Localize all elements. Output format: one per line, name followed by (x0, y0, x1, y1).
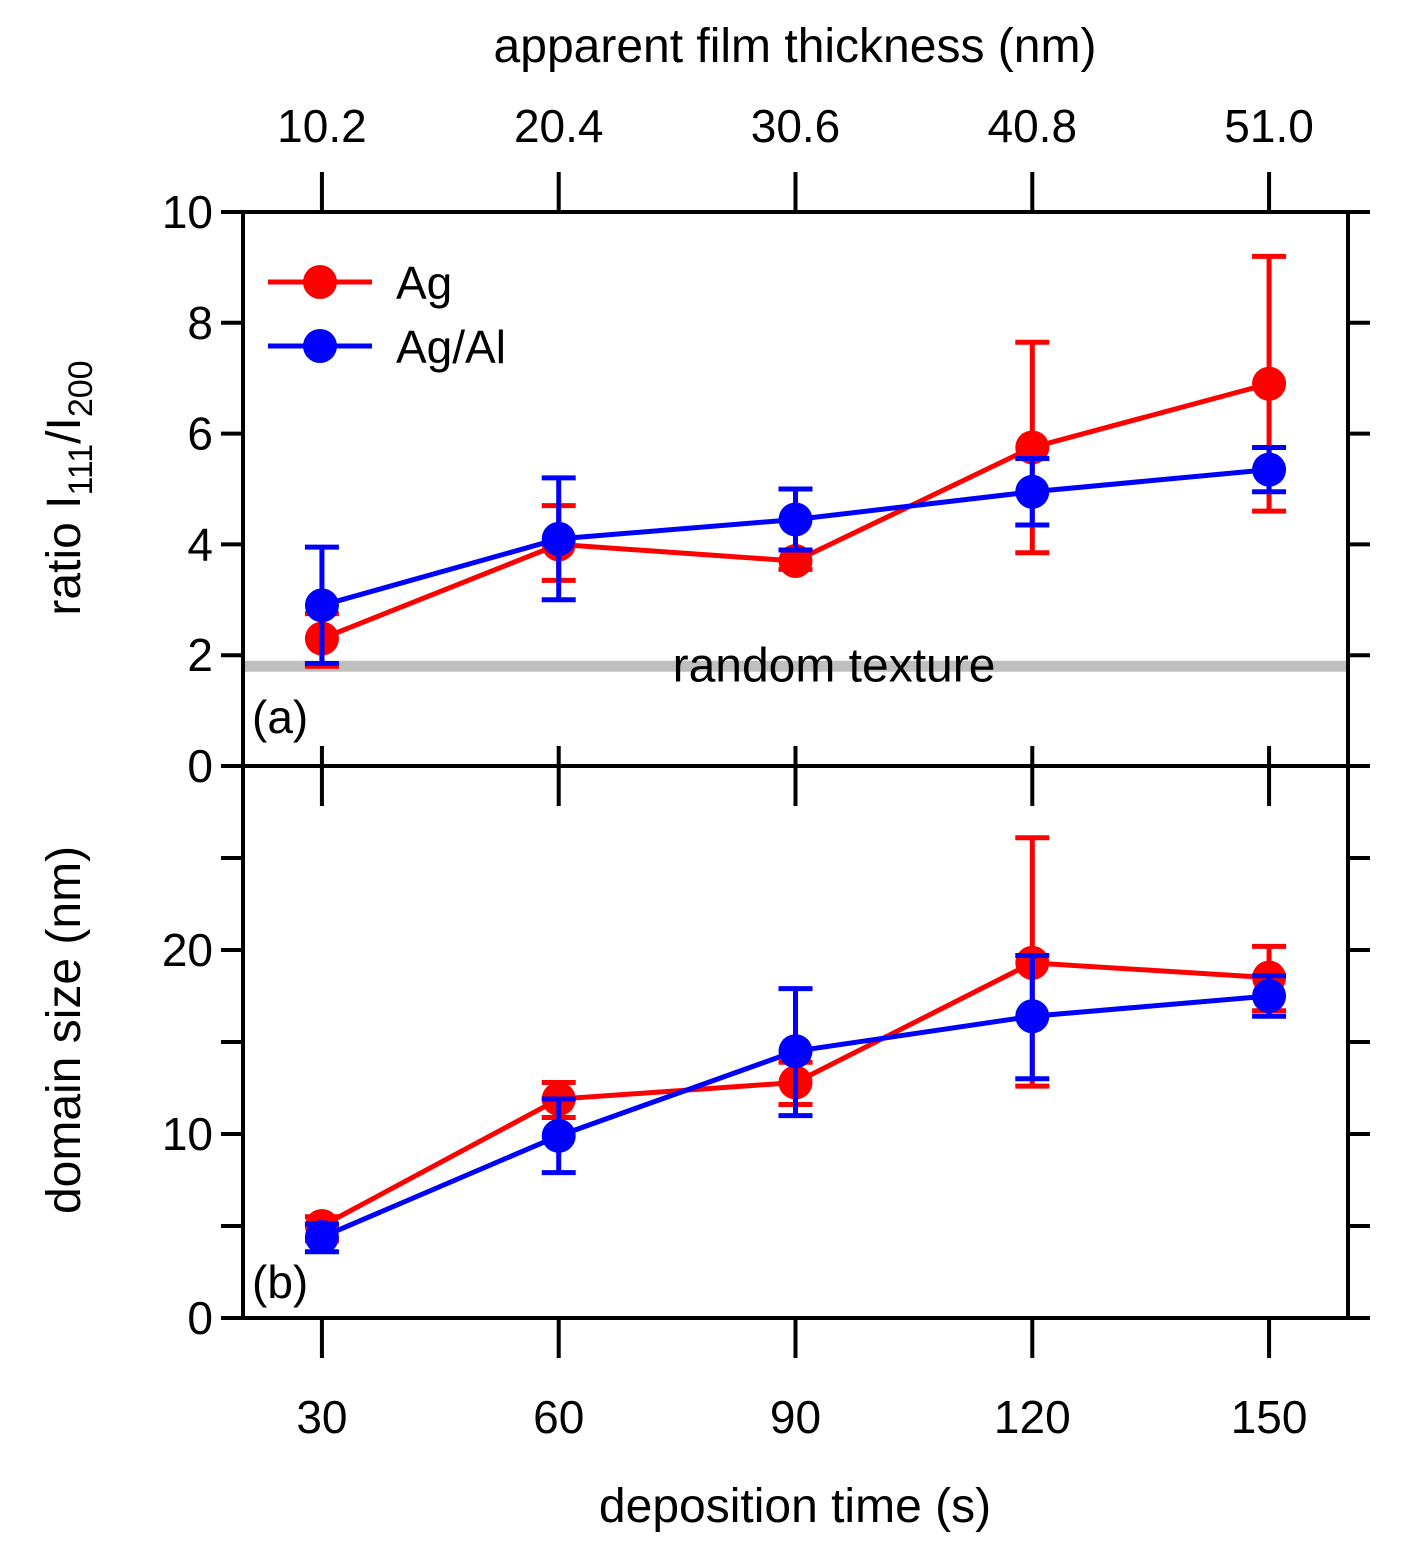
data-point-ag-al (541, 1118, 576, 1153)
x-tick-label: 150 (1231, 1391, 1308, 1443)
data-point-ag-al (304, 588, 339, 623)
x-axis-title: deposition time (s) (599, 1480, 991, 1533)
data-point-ag-al (1252, 452, 1287, 487)
legend: Ag Ag/Al (268, 257, 506, 373)
legend-label-ag: Ag (396, 257, 452, 309)
panel-a-data (304, 253, 1287, 669)
panel-b-data (304, 835, 1287, 1255)
axis-ticks: 0 2 4 6 8 10 0 10 20 10.2 30 20.4 60 30.6 90 40.8 120 51.… (162, 100, 1370, 1443)
top-tick-label: 40.8 (988, 100, 1078, 152)
legend-marker-ag-al (303, 329, 337, 363)
top-axis-title: apparent film thickness (nm) (494, 20, 1097, 73)
reference-layer: random texture (243, 639, 1348, 692)
data-point-ag-al (1252, 979, 1287, 1013)
legend-marker-ag (303, 265, 337, 299)
x-tick-label: 120 (994, 1391, 1071, 1443)
data-point-ag-al (1015, 474, 1050, 509)
y-tick-label-a: 2 (187, 629, 213, 681)
legend-label-ag-al: Ag/Al (396, 321, 506, 373)
y-axis-title-a-main: ratio I (38, 496, 91, 616)
data-point-ag-al (304, 1220, 339, 1255)
data-point-ag-al (778, 1034, 813, 1069)
data-point-ag-al (541, 521, 576, 556)
top-tick-label: 20.4 (514, 100, 604, 152)
y-tick-label-a: 8 (187, 297, 213, 349)
y-axis-title-a: ratio I111/I200 (38, 360, 100, 615)
y-axis-title-a-sub2: 200 (62, 360, 100, 417)
y-tick-label-b: 20 (162, 924, 213, 976)
y-tick-label-a: 6 (187, 408, 213, 460)
data-point-ag (1252, 366, 1287, 401)
y-tick-label-b: 0 (187, 1292, 213, 1344)
panel-label-b: (b) (252, 1256, 308, 1308)
y-axis-title-b: domain size (nm) (38, 846, 91, 1214)
panel-label-a: (a) (252, 691, 308, 743)
y-tick-label-a: 0 (187, 740, 213, 792)
x-tick-label: 30 (296, 1391, 347, 1443)
data-point-ag-al (778, 502, 813, 537)
top-tick-label: 30.6 (751, 100, 841, 152)
y-axis-title-a-mid: /I (38, 417, 91, 444)
random-texture-label: random texture (673, 639, 996, 692)
y-tick-label-b: 10 (162, 1108, 213, 1160)
y-tick-label-a: 4 (187, 518, 213, 570)
data-point-ag (778, 544, 813, 579)
x-tick-label: 60 (533, 1391, 584, 1443)
top-tick-label: 51.0 (1224, 100, 1314, 152)
x-tick-label: 90 (770, 1391, 821, 1443)
data-point-ag-al (1015, 999, 1050, 1034)
y-axis-title-a-sub1: 111 (62, 444, 100, 496)
y-tick-label-a: 10 (162, 186, 213, 238)
data-point-ag (1015, 430, 1050, 465)
top-tick-label: 10.2 (277, 100, 367, 152)
